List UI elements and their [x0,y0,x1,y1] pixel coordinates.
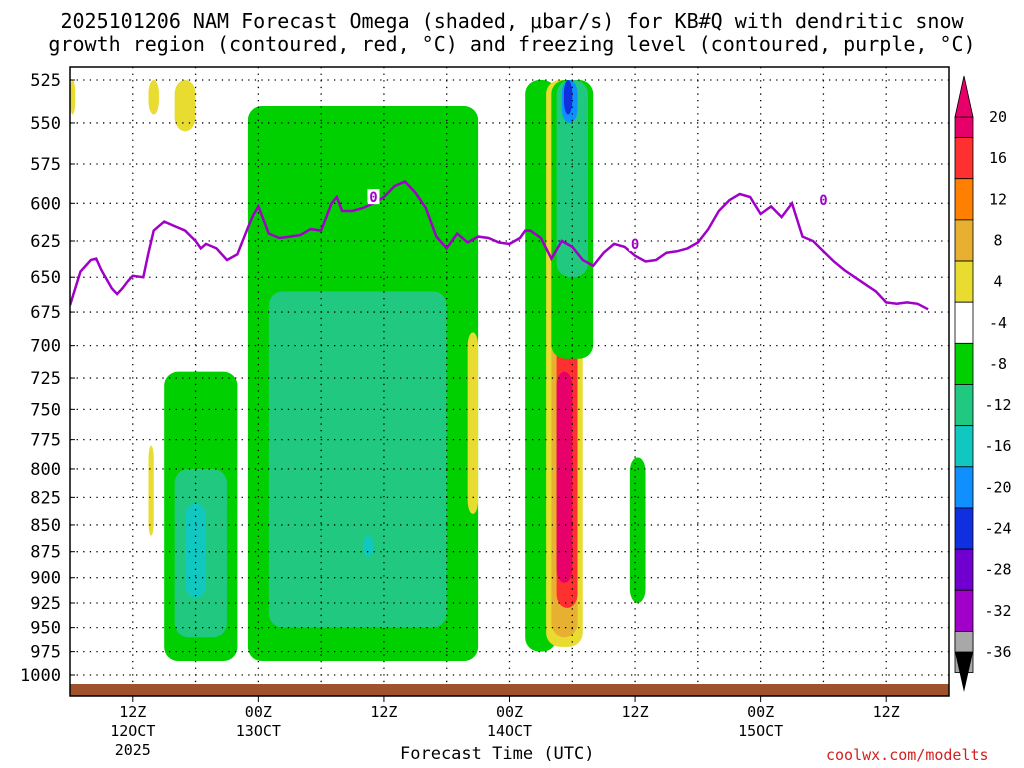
y-tick-label: 775 [30,431,61,451]
colorbar-label: -20 [984,478,1011,496]
x-tick-label: 00Z [245,703,272,721]
x-tick-label: 2025 [115,741,151,759]
x-tick-label: 12Z [873,703,900,721]
omega-region-20 [563,80,573,115]
colorbar-label: 8 [993,231,1002,249]
chart-title-line-2: growth region (contoured, red, °C) and f… [48,32,976,56]
freezing-label-bg [629,235,642,251]
colorbar-label: -24 [984,520,1011,538]
freezing-level-label: 0 [369,190,377,206]
colorbar-swatch [954,466,974,509]
y-tick-label: 900 [30,569,61,589]
omega-region-18 [556,80,588,278]
freezing-label-bg [367,189,380,205]
colorbar-swatch [954,631,974,653]
colorbar-label: -8 [989,355,1007,373]
colorbar-swatch [954,589,974,632]
freezing-level-line [70,179,929,311]
colorbar-swatch [954,384,974,427]
y-tick-label: 675 [30,303,61,323]
y-tick-label: 725 [30,369,61,389]
colorbar-label: 20 [989,108,1007,126]
x-tick-label: 15OCT [738,722,783,740]
credit-link[interactable]: coolwx.com/modelts [826,746,989,764]
y-tick-label: 925 [30,594,61,614]
y-tick-label: 825 [30,488,61,508]
x-tick-label: 14OCT [487,722,532,740]
freezing-label-bg [817,192,830,208]
y-tick-label: 600 [30,194,61,214]
x-tick-label: 12OCT [110,722,155,740]
y-tick-label: 750 [30,400,61,420]
colorbar-label: 16 [989,149,1007,167]
y-tick-label: 700 [30,337,61,357]
colorbar-label: -16 [984,437,1011,455]
colorbar-label: 4 [993,273,1002,291]
y-tick-label: 575 [30,155,61,175]
x-axis-label: Forecast Time (UTC) [400,744,595,764]
omega-region-10 [446,240,458,422]
colorbar-swatch [954,137,974,180]
omega-region-11 [467,332,479,515]
colorbar-top-arrow [954,75,974,118]
omega-region-2 [174,80,196,132]
y-tick-label: 650 [30,268,61,288]
x-tick-label: 12Z [370,703,397,721]
omega-region-0 [70,80,76,115]
x-tick-label: 12Z [622,703,649,721]
colorbar-swatch [954,507,974,550]
omega-region-3 [148,445,154,536]
omega-region-1 [148,80,159,115]
colorbar-swatch [954,260,974,303]
y-tick-label: 800 [30,460,61,480]
x-tick-label: 13OCT [236,722,281,740]
omega-region-6 [185,502,207,599]
omega-region-16 [556,371,573,583]
ground-surface [70,684,949,696]
colorbar-swatch [954,116,974,138]
colorbar-swatch [954,301,974,344]
y-tick-label: 950 [30,619,61,639]
y-tick-label: 875 [30,543,61,563]
colorbar-label: 12 [989,190,1007,208]
x-tick-label: 00Z [496,703,523,721]
omega-region-21 [629,457,646,604]
y-tick-label: 550 [30,114,61,134]
colorbar-swatch [954,178,974,221]
colorbar-bottom-arrow [955,652,973,692]
y-tick-label: 525 [30,71,61,91]
x-tick-label: 00Z [747,703,774,721]
omega-region-8 [268,291,447,628]
y-tick-label: 975 [30,643,61,663]
colorbar-swatch [954,219,974,262]
colorbar-swatch [954,425,974,468]
colorbar-label: -4 [989,314,1007,332]
y-tick-label: 1000 [20,666,61,686]
y-tick-label: 625 [30,232,61,252]
chart-title-line-1: 2025101206 NAM Forecast Omega (shaded, μ… [60,9,964,33]
omega-region-9 [363,535,374,557]
colorbar-label: -36 [984,643,1011,661]
colorbar-label: -32 [984,602,1011,620]
freezing-level-label: 0 [631,237,639,253]
y-tick-label: 850 [30,516,61,536]
x-tick-label: 12Z [119,703,146,721]
colorbar-label: -28 [984,561,1011,579]
freezing-level-label: 0 [819,193,827,209]
colorbar-swatch [954,548,974,591]
colorbar-label: -12 [984,396,1011,414]
colorbar-swatch [954,342,974,385]
